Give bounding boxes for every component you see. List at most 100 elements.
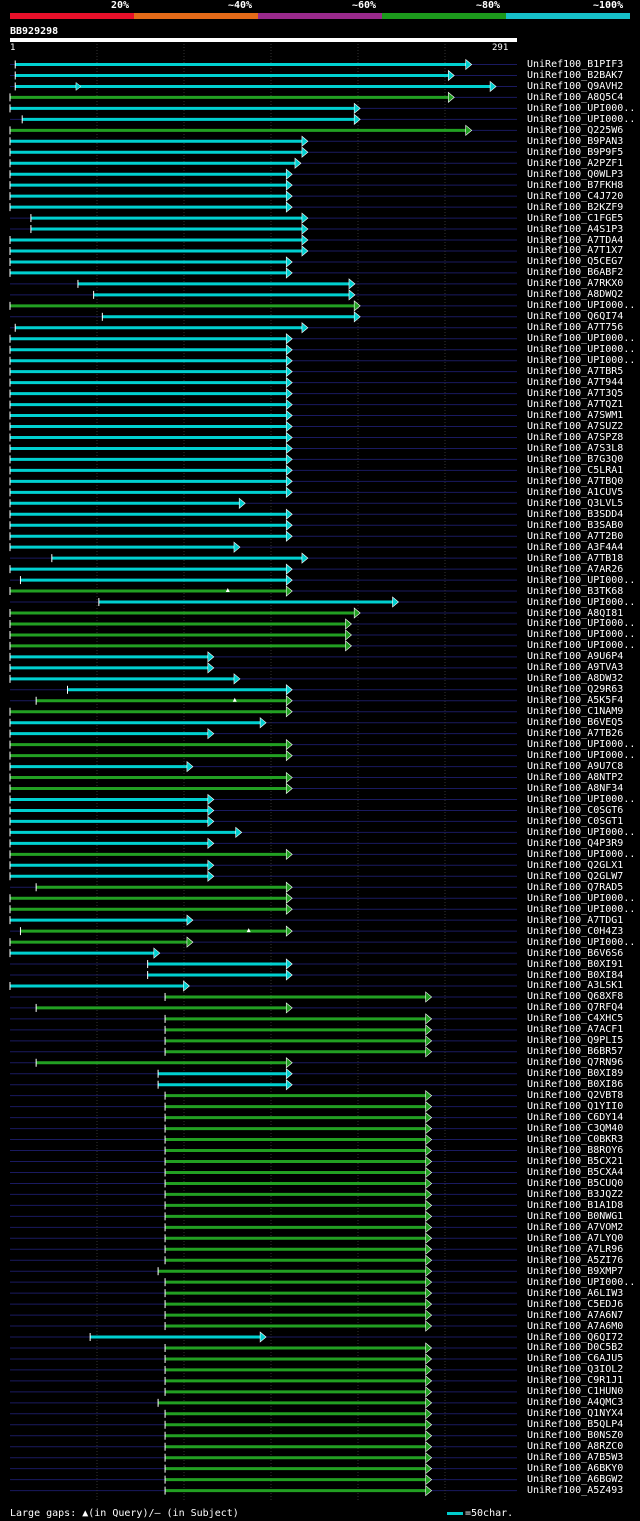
hit-label[interactable]: UniRef100_B6BR57 bbox=[527, 1046, 624, 1058]
hit-label[interactable]: UniRef100_A8Q5C4 bbox=[527, 91, 624, 103]
hit-label[interactable]: UniRef100_C5EDJ6 bbox=[527, 1298, 624, 1310]
hit-label[interactable]: UniRef100_A1CUV5 bbox=[527, 486, 624, 498]
hit-label[interactable]: UniRef100_B2BAK7 bbox=[527, 69, 624, 81]
hit-label[interactable]: UniRef100_C4XHC5 bbox=[527, 1013, 624, 1025]
hit-label[interactable]: UniRef100_A7S3L8 bbox=[527, 442, 624, 454]
hit-label[interactable]: UniRef100_A7ACF1 bbox=[527, 1024, 624, 1036]
hit-label[interactable]: UniRef100_C6AJU5 bbox=[527, 1353, 624, 1365]
hit-label[interactable]: UniRef100_A6BKY0 bbox=[527, 1463, 624, 1475]
hit-label[interactable]: UniRef100_A8QI81 bbox=[527, 607, 624, 619]
hit-label[interactable]: UniRef100_UPI000.. bbox=[527, 1276, 636, 1288]
hit-label[interactable]: UniRef100_C0BKR3 bbox=[527, 1134, 624, 1146]
hit-label[interactable]: UniRef100_B8ROY6 bbox=[527, 1145, 624, 1157]
hit-label[interactable]: UniRef100_A7TQZ1 bbox=[527, 399, 624, 411]
hit-label[interactable]: UniRef100_B1PIF3 bbox=[527, 59, 624, 70]
hit-label[interactable]: UniRef100_UPI000.. bbox=[527, 848, 636, 860]
hit-label[interactable]: UniRef100_A3F4A4 bbox=[527, 541, 624, 553]
hit-label[interactable]: UniRef100_Q6QI74 bbox=[527, 311, 624, 323]
hit-label[interactable]: UniRef100_C4J720 bbox=[527, 190, 624, 202]
hit-label[interactable]: UniRef100_A7T3Q5 bbox=[527, 388, 624, 400]
hit-label[interactable]: UniRef100_C1FGE5 bbox=[527, 212, 624, 224]
hit-label[interactable]: UniRef100_A6BGW2 bbox=[527, 1474, 624, 1486]
hit-label[interactable]: UniRef100_A5Z493 bbox=[527, 1485, 624, 1497]
hit-label[interactable]: UniRef100_A8DWQ2 bbox=[527, 289, 624, 301]
hit-label[interactable]: UniRef100_Q7RN96 bbox=[527, 1057, 624, 1069]
hit-label[interactable]: UniRef100_A7AR26 bbox=[527, 563, 624, 575]
hit-label[interactable]: UniRef100_C5LRA1 bbox=[527, 464, 624, 476]
hit-label[interactable]: UniRef100_Q2GLX1 bbox=[527, 859, 624, 871]
hit-label[interactable]: UniRef100_A6LIW3 bbox=[527, 1287, 624, 1299]
hit-label[interactable]: UniRef100_B6V6S6 bbox=[527, 947, 624, 959]
hit-label[interactable]: UniRef100_A7TB26 bbox=[527, 728, 624, 740]
hit-label[interactable]: UniRef100_C0SGT6 bbox=[527, 804, 624, 816]
hit-label[interactable]: UniRef100_A7TDG1 bbox=[527, 914, 624, 926]
hit-label[interactable]: UniRef100_Q2GLW7 bbox=[527, 870, 624, 882]
hit-label[interactable]: UniRef100_UPI000.. bbox=[527, 793, 636, 805]
hit-label[interactable]: UniRef100_A7B5W3 bbox=[527, 1452, 624, 1464]
hit-label[interactable]: UniRef100_UPI000.. bbox=[527, 102, 636, 114]
hit-label[interactable]: UniRef100_UPI000.. bbox=[527, 618, 636, 630]
hit-label[interactable]: UniRef100_B2KZF9 bbox=[527, 201, 624, 213]
hit-label[interactable]: UniRef100_A8RZC0 bbox=[527, 1441, 624, 1453]
hit-label[interactable]: UniRef100_B3TK68 bbox=[527, 585, 624, 597]
hit-label[interactable]: UniRef100_UPI000.. bbox=[527, 739, 636, 751]
hit-label[interactable]: UniRef100_UPI000.. bbox=[527, 355, 636, 367]
hit-label[interactable]: UniRef100_A7A6N7 bbox=[527, 1309, 624, 1321]
hit-label[interactable]: UniRef100_Q29R63 bbox=[527, 684, 624, 696]
hit-label[interactable]: UniRef100_A8NF34 bbox=[527, 783, 624, 795]
hit-label[interactable]: UniRef100_C3QM40 bbox=[527, 1123, 624, 1135]
hit-label[interactable]: UniRef100_B6VEQ5 bbox=[527, 717, 624, 729]
hit-label[interactable]: UniRef100_UPI000.. bbox=[527, 344, 636, 356]
hit-label[interactable]: UniRef100_B9P9F5 bbox=[527, 146, 624, 158]
hit-label[interactable]: UniRef100_Q4P3R9 bbox=[527, 837, 624, 849]
hit-label[interactable]: UniRef100_A7LYQ0 bbox=[527, 1232, 624, 1244]
hit-label[interactable]: UniRef100_C0H4Z3 bbox=[527, 925, 624, 937]
hit-label[interactable]: UniRef100_B9PAN3 bbox=[527, 135, 624, 147]
hit-label[interactable]: UniRef100_B6ABF2 bbox=[527, 267, 624, 279]
hit-label[interactable]: UniRef100_A9U7C8 bbox=[527, 761, 624, 773]
hit-label[interactable]: UniRef100_Q68XF8 bbox=[527, 991, 624, 1003]
hit-label[interactable]: UniRef100_A7T2B0 bbox=[527, 530, 624, 542]
hit-label[interactable]: UniRef100_A7SPZ8 bbox=[527, 431, 624, 443]
hit-label[interactable]: UniRef100_A9TVA3 bbox=[527, 662, 624, 674]
hit-label[interactable]: UniRef100_B0XI91 bbox=[527, 958, 624, 970]
hit-label[interactable]: UniRef100_B9XMP7 bbox=[527, 1265, 624, 1277]
hit-label[interactable]: UniRef100_UPI000.. bbox=[527, 892, 636, 904]
hit-label[interactable]: UniRef100_A2PZF1 bbox=[527, 157, 624, 169]
hit-label[interactable]: UniRef100_B5CX21 bbox=[527, 1156, 624, 1167]
hit-label[interactable]: UniRef100_UPI000.. bbox=[527, 826, 636, 838]
hit-label[interactable]: UniRef100_Q3IOL2 bbox=[527, 1364, 624, 1376]
hit-label[interactable]: UniRef100_UPI000.. bbox=[527, 936, 636, 948]
hit-label[interactable]: UniRef100_A7SWM1 bbox=[527, 410, 624, 422]
hit-label[interactable]: UniRef100_UPI000.. bbox=[527, 300, 636, 312]
hit-label[interactable]: UniRef100_Q9PLI5 bbox=[527, 1035, 624, 1047]
hit-label[interactable]: UniRef100_Q2VBT8 bbox=[527, 1090, 624, 1102]
hit-label[interactable]: UniRef100_A8DW32 bbox=[527, 673, 624, 685]
hit-label[interactable]: UniRef100_Q7RFQ4 bbox=[527, 1002, 624, 1014]
hit-label[interactable]: UniRef100_A7T756 bbox=[527, 322, 624, 334]
hit-label[interactable]: UniRef100_A5ZI76 bbox=[527, 1254, 624, 1266]
hit-label[interactable]: UniRef100_A7TBR5 bbox=[527, 366, 624, 378]
hit-label[interactable]: UniRef100_UPI000.. bbox=[527, 629, 636, 641]
hit-label[interactable]: UniRef100_A7RKX0 bbox=[527, 278, 624, 290]
hit-label[interactable]: UniRef100_Q1NYX4 bbox=[527, 1408, 624, 1420]
hit-label[interactable]: UniRef100_Q5CEG7 bbox=[527, 256, 624, 268]
hit-label[interactable]: UniRef100_UPI000.. bbox=[527, 574, 636, 586]
hit-label[interactable]: UniRef100_A8NTP2 bbox=[527, 772, 624, 784]
hit-label[interactable]: UniRef100_A5K5F4 bbox=[527, 695, 624, 707]
hit-label[interactable]: UniRef100_A7TDA4 bbox=[527, 234, 624, 246]
hit-label[interactable]: UniRef100_Q1YII0 bbox=[527, 1101, 624, 1113]
hit-label[interactable]: UniRef100_A7LR96 bbox=[527, 1243, 624, 1255]
hit-label[interactable]: UniRef100_B1A1D8 bbox=[527, 1199, 624, 1211]
hit-label[interactable]: UniRef100_A4S1P3 bbox=[527, 223, 624, 235]
hit-label[interactable]: UniRef100_B3SDD4 bbox=[527, 508, 624, 520]
hit-label[interactable]: UniRef100_A7A6M0 bbox=[527, 1320, 624, 1332]
hit-label[interactable]: UniRef100_C0SGT1 bbox=[527, 815, 624, 827]
hit-label[interactable]: UniRef100_A7TB18 bbox=[527, 552, 624, 564]
hit-label[interactable]: UniRef100_B0NWG1 bbox=[527, 1210, 624, 1222]
hit-label[interactable]: UniRef100_Q225W6 bbox=[527, 124, 624, 136]
hit-label[interactable]: UniRef100_A7VOM2 bbox=[527, 1221, 624, 1233]
hit-label[interactable]: UniRef100_B0XI89 bbox=[527, 1068, 624, 1080]
hit-label[interactable]: UniRef100_C1HUN0 bbox=[527, 1386, 624, 1398]
hit-label[interactable]: UniRef100_UPI000.. bbox=[527, 640, 636, 652]
